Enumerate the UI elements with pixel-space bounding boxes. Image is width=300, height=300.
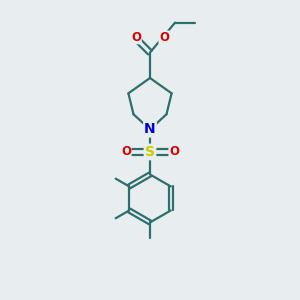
Text: N: N [144, 122, 156, 136]
Text: O: O [159, 31, 169, 44]
Text: O: O [121, 146, 131, 158]
Text: O: O [169, 146, 179, 158]
Text: O: O [131, 31, 141, 44]
Text: S: S [145, 145, 155, 159]
